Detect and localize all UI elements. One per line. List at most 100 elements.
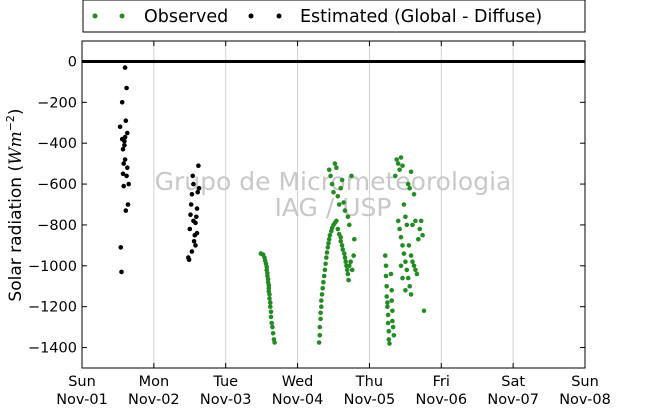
data-point-estimated [191, 218, 196, 224]
data-point-estimated [190, 173, 195, 179]
data-point-observed [267, 292, 272, 297]
plot-area-frame [81, 40, 586, 369]
data-point-observed [390, 318, 395, 324]
data-point-observed [421, 308, 427, 314]
watermark-line-2: IAG / USP [275, 193, 392, 222]
data-point-observed [319, 298, 324, 303]
data-point-observed [386, 328, 392, 334]
data-point-observed [338, 185, 344, 191]
x-tick-label-day: Fri [433, 374, 450, 390]
gridlines [153, 41, 514, 368]
data-point-observed [394, 157, 400, 162]
data-point-observed [327, 232, 333, 238]
data-point-observed [385, 312, 391, 318]
x-tick-label-date: Nov-07 [487, 392, 539, 408]
data-point-estimated [189, 192, 195, 197]
data-point-estimated [122, 65, 128, 70]
x-tick-label-date: Nov-05 [344, 392, 396, 408]
data-point-estimated [126, 181, 131, 187]
data-point-observed [404, 222, 410, 228]
data-point-observed [319, 304, 324, 310]
data-point-estimated [120, 171, 126, 177]
data-point-observed [339, 177, 345, 183]
data-point-observed [408, 292, 414, 297]
data-point-estimated [191, 239, 197, 244]
data-point-observed [390, 324, 396, 330]
data-point-estimated [119, 136, 125, 142]
data-point-observed [268, 304, 273, 310]
data-point-observed [384, 294, 390, 299]
data-point-observed [408, 169, 414, 175]
data-point-observed [351, 253, 356, 258]
data-point-observed [322, 267, 328, 273]
data-point-observed [342, 255, 348, 260]
data-point-observed [420, 232, 425, 238]
data-point-observed [341, 200, 346, 205]
data-point-observed [348, 259, 354, 265]
data-point-observed [268, 309, 274, 315]
data-point-estimated [196, 185, 202, 191]
data-point-observed [410, 222, 415, 228]
data-point-estimated [124, 173, 129, 179]
data-point-observed [407, 284, 413, 289]
data-point-observed [346, 277, 351, 283]
data-point-observed [334, 165, 339, 170]
data-points [117, 65, 427, 346]
data-point-observed [413, 267, 418, 273]
legend-marker-estimated-1 [248, 13, 254, 19]
data-point-observed [397, 226, 402, 232]
data-point-observed [338, 234, 344, 240]
x-tick-label-date: Nov-02 [128, 392, 180, 408]
data-point-observed [410, 259, 415, 265]
data-point-observed [385, 304, 390, 310]
x-axis: Sun Nov-01 Mon Nov-02 Tue Nov-03 Wed Nov-04 Thu N… [56, 41, 611, 408]
data-point-observed [349, 173, 354, 179]
data-point-observed [408, 253, 414, 258]
data-point-observed [318, 316, 323, 322]
data-point-observed [389, 298, 395, 303]
data-point-observed [383, 273, 389, 279]
data-point-observed [406, 243, 412, 248]
data-point-observed [345, 271, 351, 277]
y-axis-label: Solar radiation (Wm−2) [4, 108, 26, 301]
data-point-observed [326, 236, 332, 242]
data-point-estimated [196, 163, 201, 168]
series-observed [258, 155, 427, 346]
y-axis: 0 −200 −400 −600 −800 −1000 −1200 −1400 [28, 54, 585, 357]
data-point-observed [403, 259, 408, 265]
data-point-observed [385, 320, 391, 326]
data-point-estimated [187, 226, 193, 232]
data-point-observed [405, 275, 411, 281]
legend-label-estimated: Estimated (Global - Diffuse) [300, 7, 542, 27]
x-tick-label-date: Nov-08 [559, 392, 611, 408]
data-point-observed [324, 250, 330, 255]
data-point-observed [324, 255, 329, 260]
data-point-observed [343, 259, 349, 265]
data-point-observed [347, 263, 352, 269]
data-point-estimated [195, 189, 200, 195]
x-tick-label-date: Nov-04 [272, 392, 324, 408]
data-point-observed [342, 208, 348, 213]
data-point-observed [400, 243, 405, 248]
data-point-observed [319, 292, 325, 297]
y-tick-label: −1400 [28, 341, 77, 357]
data-point-estimated [121, 161, 126, 166]
data-point-estimated [118, 245, 124, 250]
data-point-observed [393, 173, 398, 179]
data-point-observed [326, 167, 332, 173]
data-point-estimated [193, 243, 198, 248]
data-point-observed [329, 181, 335, 187]
data-point-observed [416, 236, 421, 242]
data-point-observed [347, 222, 352, 228]
legend-entry-estimated: Estimated (Global - Diffuse) [248, 7, 542, 27]
data-point-observed [413, 218, 418, 224]
data-point-observed [336, 202, 342, 207]
x-tick-label-day: Sun [68, 374, 96, 390]
data-point-estimated [117, 124, 123, 130]
data-point-observed [335, 194, 341, 199]
data-point-estimated [123, 208, 129, 213]
data-point-observed [398, 155, 404, 160]
data-point-observed [401, 202, 407, 207]
y-tick-label: 0 [68, 54, 77, 70]
data-point-estimated [119, 269, 124, 275]
